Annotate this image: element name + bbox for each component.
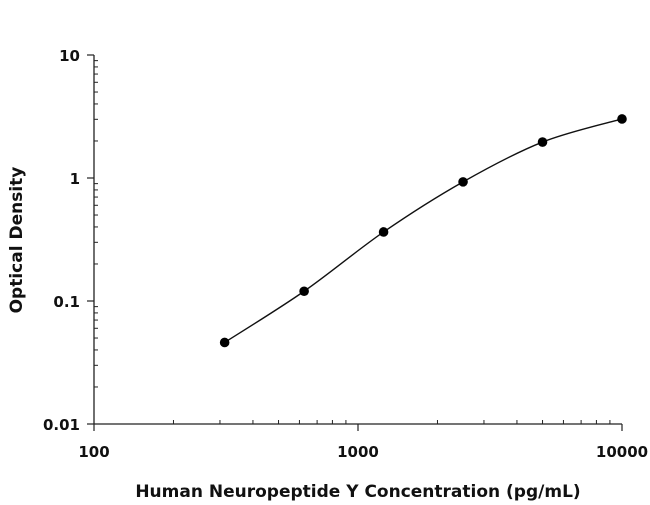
data-point [378,227,389,237]
data-point [537,137,548,147]
y-axis-title: Optical Density [7,167,27,314]
y-tick-label: 1 [70,170,80,188]
data-point [617,114,627,124]
x-tick-label: 100 [78,443,109,461]
y-tick-label: 0.1 [53,293,80,311]
y-tick-label: 10 [59,47,80,65]
x-tick-label: 1000 [337,443,379,461]
axis-ticks [87,54,623,431]
data-point [299,286,309,297]
axes [93,55,622,425]
data-point [458,177,468,187]
tick-labels: 0.01 0.1 1 10 100 1000 10000 [43,47,648,461]
data-point [219,337,230,348]
y-tick-label: 0.01 [43,416,80,434]
x-tick-label: 10000 [596,443,648,461]
data-points [219,114,627,348]
fit-curve [224,118,623,344]
x-axis-title: Human Neuropeptide Y Concentration (pg/m… [135,482,580,502]
